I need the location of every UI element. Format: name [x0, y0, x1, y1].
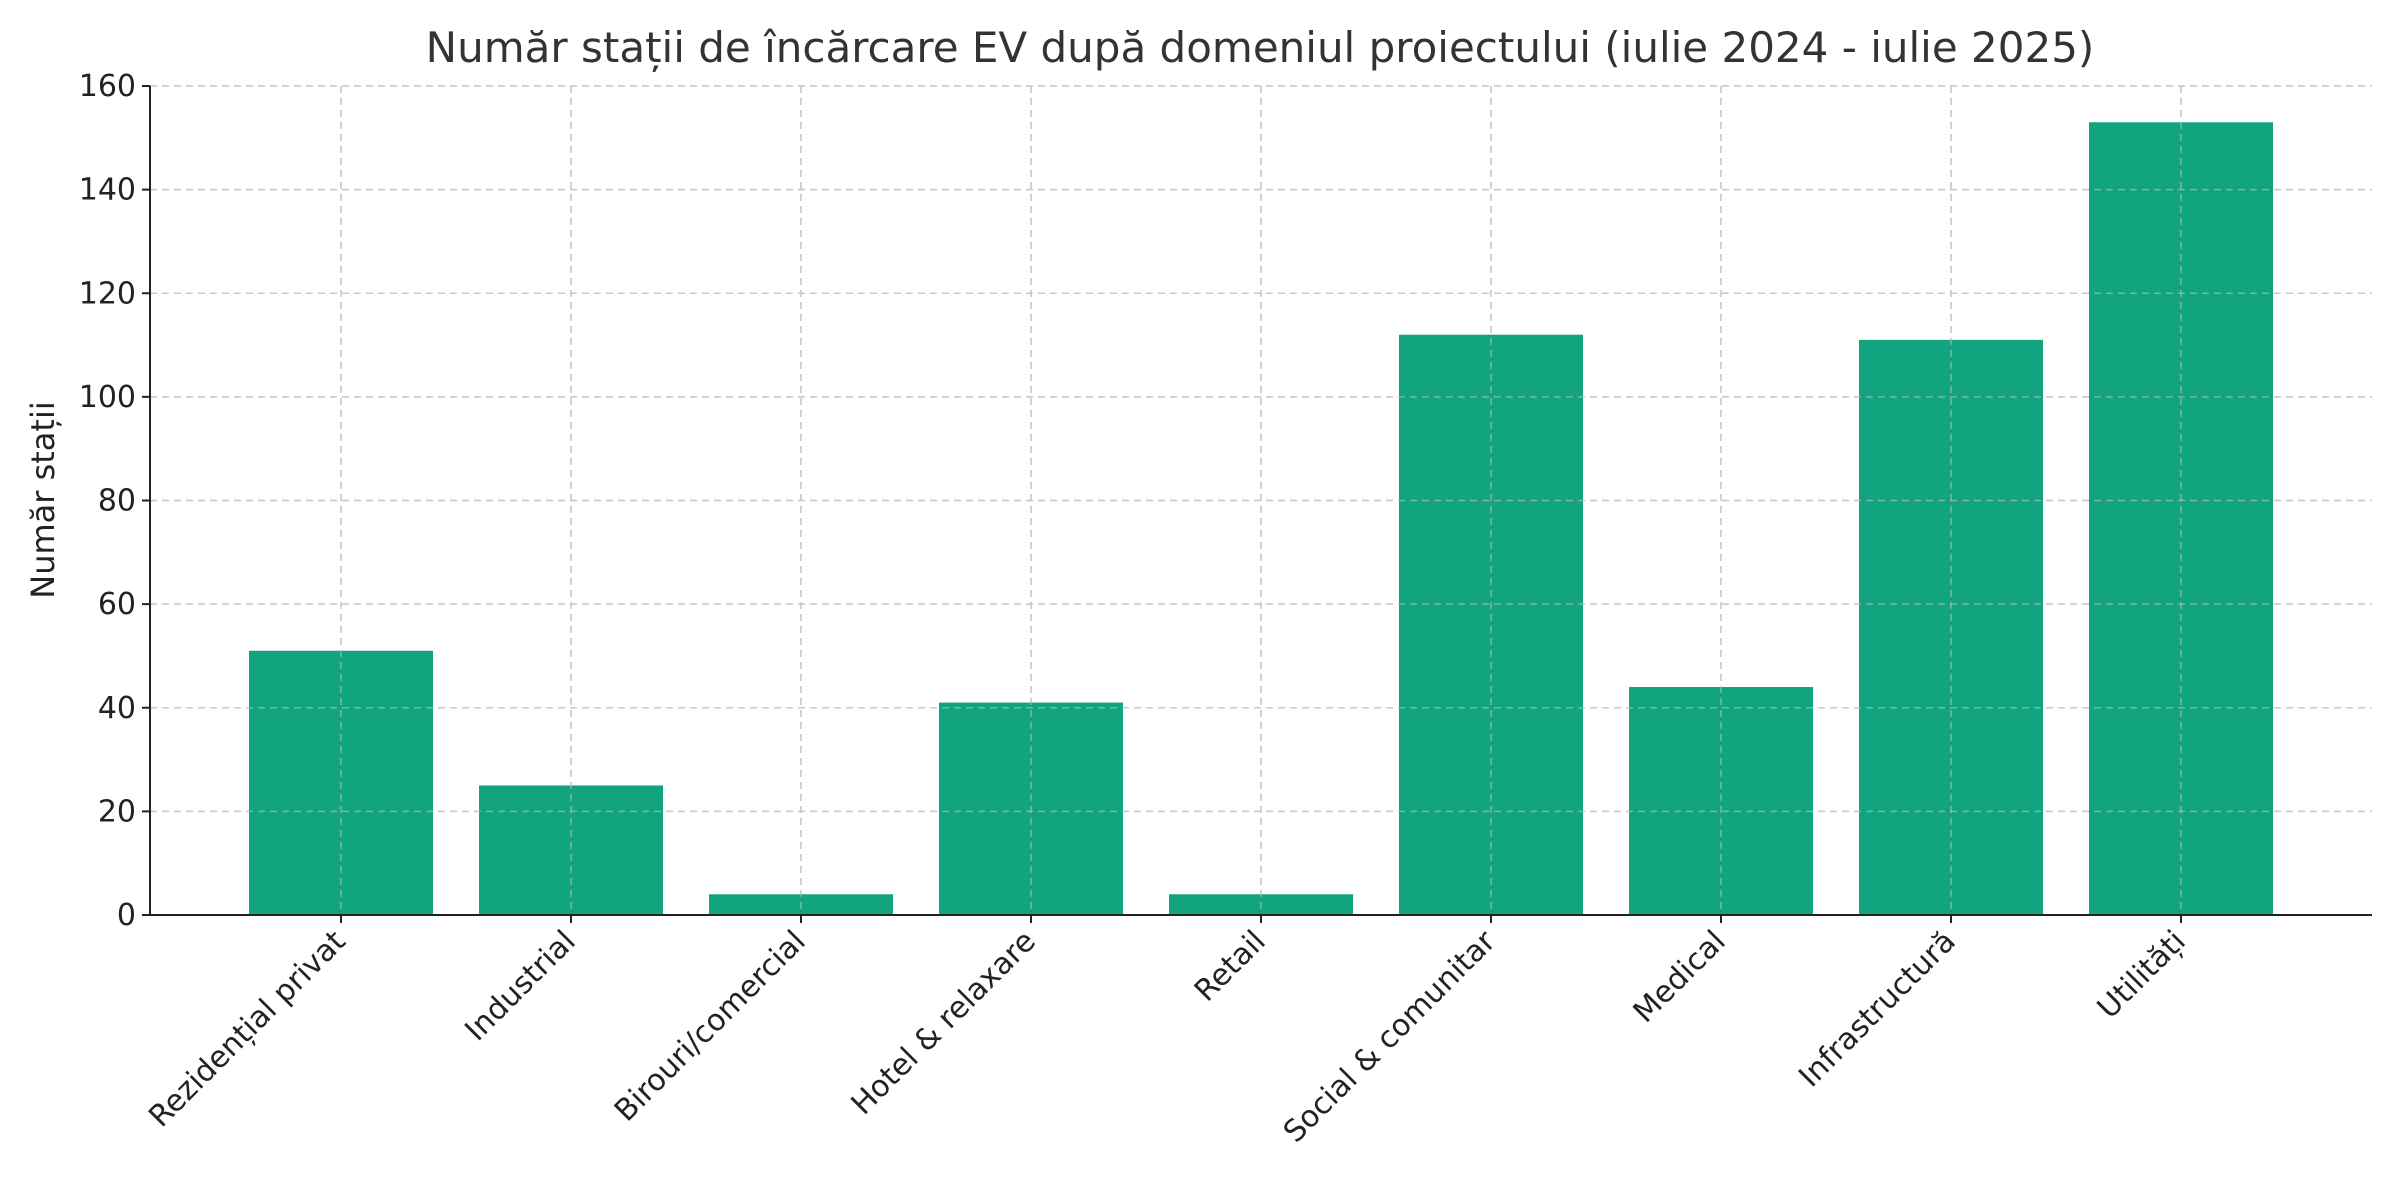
x-tick-label: Infrastructură: [1792, 924, 1962, 1094]
y-axis-label: Număr stații: [24, 401, 62, 598]
y-tick-label: 140: [79, 173, 136, 208]
x-axis-ticks: Rezidențial privat Industrial Birouri/come…: [142, 915, 2193, 1150]
x-tick-label: Rezidențial privat: [142, 924, 353, 1135]
y-tick-label: 20: [98, 794, 136, 829]
x-tick-label: Social & comunitar: [1277, 923, 1503, 1149]
x-tick-label: Medical: [1627, 924, 1733, 1030]
y-tick-label: 40: [98, 691, 136, 726]
bars: [150, 85, 2372, 916]
x-tick-label: Hotel & relaxare: [845, 924, 1043, 1122]
x-tick-label: Retail: [1188, 924, 1273, 1009]
x-tick-label: Birouri/comercial: [608, 924, 813, 1129]
y-tick-label: 100: [79, 380, 136, 415]
x-tick-label: Utilități: [2091, 924, 2193, 1026]
bar: [1399, 334, 1583, 915]
chart-title: Număr stații de încărcare EV după domeni…: [426, 23, 2095, 72]
x-tick-label: Industrial: [458, 924, 582, 1048]
y-tick-label: 0: [117, 898, 136, 933]
y-tick-label: 160: [79, 69, 136, 104]
y-tick-label: 120: [79, 276, 136, 311]
y-tick-label: 80: [98, 484, 136, 519]
y-axis-ticks: 0 20 40 60 80 100 120 140 160: [79, 69, 150, 933]
y-tick-label: 60: [98, 587, 136, 622]
